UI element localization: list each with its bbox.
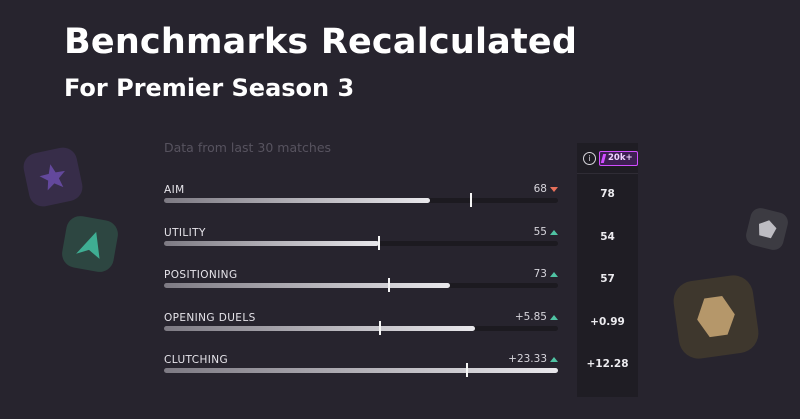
stat-row-opening-duels: OPENING DUELS +5.85 xyxy=(164,298,558,335)
decor-star-tile xyxy=(20,144,86,210)
star-icon xyxy=(39,164,65,191)
benchmark-marker xyxy=(378,236,380,250)
benchmark-marker xyxy=(379,321,381,335)
stat-row-utility: UTILITY 55 xyxy=(164,213,558,250)
stat-bar-track xyxy=(164,193,558,207)
pentagon-icon xyxy=(758,220,777,239)
stat-bar-track xyxy=(164,278,558,292)
rank-badge[interactable]: 20k+ xyxy=(599,151,638,166)
stat-bar-fill xyxy=(164,198,430,203)
benchmark-marker xyxy=(470,193,472,207)
hexagon-icon xyxy=(697,295,735,338)
benchmark-value-utility: 54 xyxy=(600,231,615,243)
stat-bar-fill xyxy=(164,283,450,288)
trend-up-icon xyxy=(550,314,558,320)
trend-down-icon xyxy=(550,186,558,192)
stat-label: OPENING DUELS xyxy=(164,312,256,324)
stat-row-aim: AIM 68 xyxy=(164,170,558,207)
benchmark-value-opening-duels: +0.99 xyxy=(590,316,625,328)
stat-value: +5.85 xyxy=(515,311,558,323)
benchmark-panel-header: i 20k+ xyxy=(577,143,638,174)
benchmark-panel: i 20k+ 78 54 57 +0.99 +12.28 xyxy=(577,143,638,397)
decor-hexagon-tile xyxy=(670,272,762,362)
stat-row-clutching: CLUTCHING +23.33 xyxy=(164,340,558,377)
stat-label: POSITIONING xyxy=(164,269,238,281)
info-icon[interactable]: i xyxy=(583,152,596,165)
stat-bar-track xyxy=(164,363,558,377)
stat-label: UTILITY xyxy=(164,227,206,239)
trend-up-icon xyxy=(550,356,558,362)
stat-label: CLUTCHING xyxy=(164,354,229,366)
stat-bar-fill xyxy=(164,326,475,331)
stat-value-text: +23.33 xyxy=(508,353,547,365)
benchmark-value-clutching: +12.28 xyxy=(586,358,629,370)
trend-up-icon xyxy=(550,271,558,277)
page-title: Benchmarks Recalculated xyxy=(64,22,578,62)
stat-bar-fill xyxy=(164,241,379,246)
stat-value: 55 xyxy=(534,226,558,238)
page-subtitle: For Premier Season 3 xyxy=(64,74,355,102)
stat-label: AIM xyxy=(164,184,185,196)
data-note: Data from last 30 matches xyxy=(164,140,332,155)
stat-value-text: 73 xyxy=(533,268,547,280)
stat-bar-fill xyxy=(164,368,558,373)
stat-value: 68 xyxy=(534,183,558,195)
benchmark-marker xyxy=(388,278,390,292)
stat-value-text: 55 xyxy=(533,226,547,238)
stat-bar-track xyxy=(164,236,558,250)
stat-value-text: 68 xyxy=(533,183,547,195)
benchmark-marker xyxy=(466,363,468,377)
benchmark-value-aim: 78 xyxy=(600,188,615,200)
stat-value-text: +5.85 xyxy=(514,311,547,323)
trend-up-icon xyxy=(550,229,558,235)
decor-pentagon-tile xyxy=(743,205,791,253)
stat-row-positioning: POSITIONING 73 xyxy=(164,255,558,292)
stat-bar-track xyxy=(164,321,558,335)
benchmark-value-positioning: 57 xyxy=(600,273,615,285)
decor-arrow-tile xyxy=(59,213,121,275)
arrow-icon xyxy=(76,231,100,259)
stat-value: +23.33 xyxy=(508,353,558,365)
stat-value: 73 xyxy=(534,268,558,280)
